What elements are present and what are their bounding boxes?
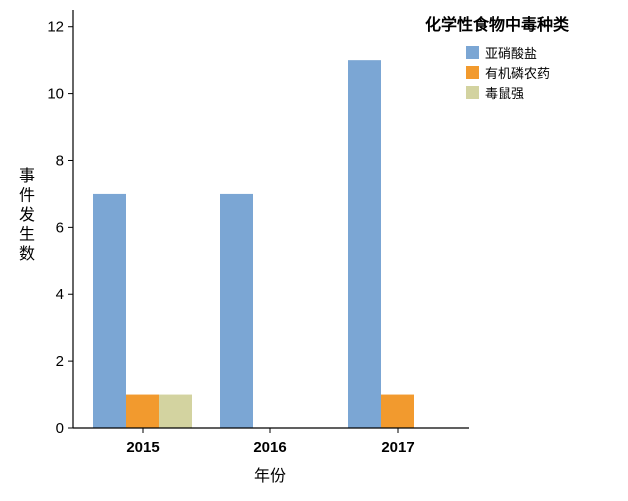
bar-2015-series-0 <box>93 193 126 428</box>
legend-label: 亚硝酸盐 <box>485 47 537 62</box>
y-tick-label: 0 <box>56 420 64 437</box>
legend-title: 化学性食物中毒种类 <box>425 15 570 34</box>
x-tick-label: 2016 <box>253 439 286 456</box>
legend-swatch <box>466 46 479 59</box>
bar-2015-series-1 <box>126 394 159 428</box>
bar-2015-series-2 <box>159 394 192 428</box>
y-tick-label: 12 <box>47 19 64 36</box>
y-tick-label: 8 <box>56 152 64 169</box>
legend-swatch <box>466 86 479 99</box>
y-axis-title-char: 数 <box>19 244 35 263</box>
y-axis-title-char: 事 <box>19 166 35 185</box>
x-ticks: 2015 2016 2017 <box>126 428 415 456</box>
y-axis-title-char: 件 <box>19 186 35 205</box>
y-tick-label: 10 <box>47 86 64 103</box>
x-tick-label: 2017 <box>381 439 414 456</box>
bar-2016-series-0 <box>220 193 253 428</box>
legend-swatch <box>466 66 479 79</box>
legend-label: 毒鼠强 <box>485 87 524 102</box>
y-tick-label: 6 <box>56 219 64 236</box>
y-ticks: 0 2 4 6 8 10 12 <box>47 19 73 437</box>
bar-2017-series-1 <box>381 394 414 428</box>
axes-layer <box>72 10 469 429</box>
y-tick-label: 4 <box>56 286 64 303</box>
y-axis-title-char: 发 <box>19 205 35 224</box>
x-tick-label: 2015 <box>126 439 159 456</box>
y-tick-label: 2 <box>56 353 64 370</box>
x-axis-title: 年份 <box>254 466 286 485</box>
y-axis-title-char: 生 <box>19 225 35 244</box>
legend-label: 有机磷农药 <box>485 67 550 82</box>
bars-layer <box>93 60 414 428</box>
bar-2017-series-0 <box>348 60 381 428</box>
